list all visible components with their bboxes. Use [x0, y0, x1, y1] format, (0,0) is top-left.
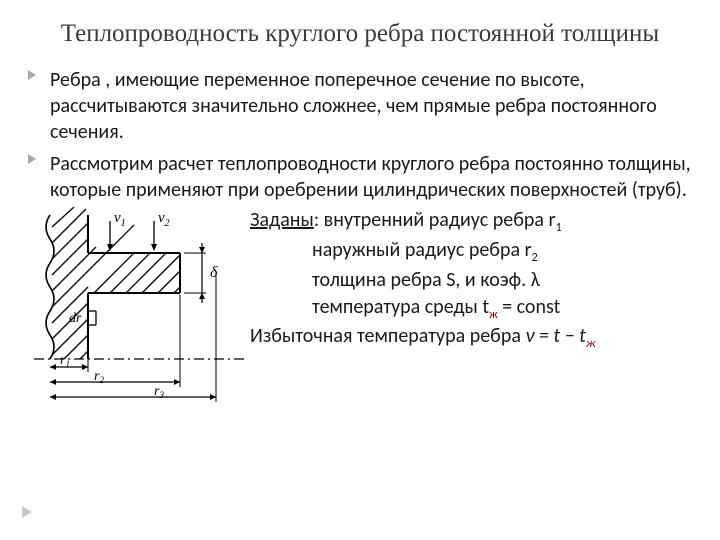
given-env: температура среды tж = const [250, 294, 692, 324]
bullet-text: Рассмотрим расчет теплопроводности кругл… [50, 152, 691, 202]
r3-label: r3 [154, 384, 164, 400]
given-block: Заданы: внутренний радиус ребра r1 наруж… [250, 207, 692, 353]
fin-diagram: ν1 ν2 δ dr r1 r2 r3 [34, 207, 244, 407]
lower-row: ν1 ν2 δ dr r1 r2 r3 Заданы: внутренний р… [28, 207, 692, 407]
given-r2: наружный радиус ребра r2 [250, 237, 692, 267]
nu2-label: ν2 [158, 210, 170, 229]
excess-temp: Избыточная температура ребра ν = t − tж [250, 323, 692, 353]
bullet-item: Рассмотрим расчет теплопроводности кругл… [28, 151, 692, 203]
nu1-label: ν1 [114, 210, 126, 229]
dr-label: dr [69, 311, 82, 326]
slide-title: Теплопроводность круглого ребра постоянн… [28, 18, 692, 49]
given-label: Заданы [250, 208, 314, 232]
triangle-bullet-icon [28, 154, 36, 164]
triangle-bullet-icon [28, 70, 36, 80]
given-thickness: толщина ребра S, и коэф. λ [250, 267, 692, 294]
given-r1: Заданы: внутренний радиус ребра r1 [250, 207, 692, 237]
bullet-list: Ребра , имеющие переменное поперечное се… [28, 67, 692, 203]
delta-label: δ [210, 264, 218, 281]
bullet-text: Ребра , имеющие переменное поперечное се… [50, 68, 657, 144]
footer-triangle-icon [22, 506, 32, 518]
r2-label: r2 [94, 369, 104, 385]
bullet-item: Ребра , имеющие переменное поперечное се… [28, 67, 692, 145]
